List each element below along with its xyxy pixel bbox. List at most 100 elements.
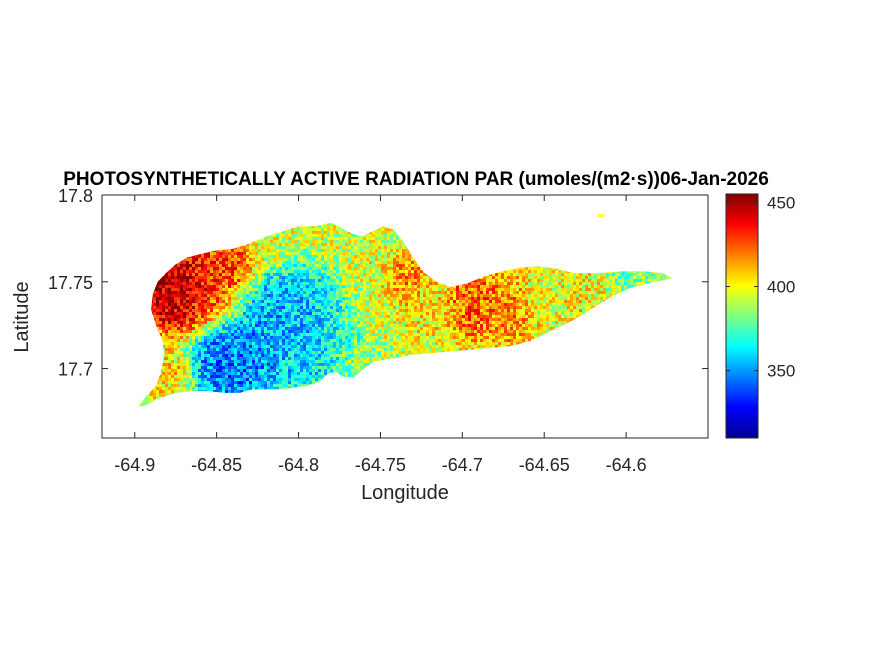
- heatmap-cell: [273, 243, 276, 246]
- heatmap-cell: [621, 273, 624, 276]
- heatmap-cell: [540, 276, 543, 279]
- heatmap-cell: [258, 273, 261, 276]
- heatmap-cell: [528, 270, 531, 273]
- heatmap-cell: [276, 261, 279, 264]
- heatmap-cell: [291, 282, 294, 285]
- heatmap-cell: [297, 252, 300, 255]
- heatmap-cell: [312, 276, 315, 279]
- heatmap-cell: [342, 300, 345, 303]
- heatmap-cell: [297, 228, 300, 231]
- heatmap-cell: [252, 252, 255, 255]
- heatmap-cell: [354, 279, 357, 282]
- heatmap-cell: [657, 273, 660, 276]
- heatmap-cell: [156, 300, 159, 303]
- heatmap-cell: [258, 279, 261, 282]
- heatmap-cell: [393, 255, 396, 258]
- heatmap-cell: [168, 297, 171, 300]
- heatmap-cell: [180, 300, 183, 303]
- heatmap-cell: [570, 276, 573, 279]
- heatmap-cell: [588, 291, 591, 294]
- heatmap-cell: [393, 291, 396, 294]
- heatmap-cell: [402, 243, 405, 246]
- heatmap-cell: [660, 273, 663, 276]
- heatmap-cell: [378, 297, 381, 300]
- heatmap-cell: [372, 300, 375, 303]
- heatmap-cell: [336, 225, 339, 228]
- heatmap-cell: [300, 294, 303, 297]
- heatmap-cell: [339, 249, 342, 252]
- heatmap-cell: [558, 279, 561, 282]
- heatmap-cell: [267, 252, 270, 255]
- heatmap-cell: [243, 264, 246, 267]
- heatmap-cell: [606, 291, 609, 294]
- heatmap-cell: [471, 297, 474, 300]
- heatmap-cell: [171, 282, 174, 285]
- heatmap-cell: [261, 282, 264, 285]
- heatmap-cell: [519, 270, 522, 273]
- heatmap-cell: [423, 300, 426, 303]
- heatmap-cell: [207, 279, 210, 282]
- heatmap-cell: [498, 276, 501, 279]
- heatmap-cell: [348, 240, 351, 243]
- heatmap-cell: [183, 261, 186, 264]
- heatmap-cell: [219, 255, 222, 258]
- heatmap-cell: [480, 291, 483, 294]
- heatmap-cell: [189, 264, 192, 267]
- heatmap-cell: [588, 294, 591, 297]
- heatmap-cell: [270, 264, 273, 267]
- heatmap-cell: [378, 261, 381, 264]
- heatmap-cell: [384, 303, 387, 306]
- heatmap-cell: [333, 264, 336, 267]
- heatmap-cell: [396, 282, 399, 285]
- heatmap-cell: [270, 300, 273, 303]
- heatmap-cell: [282, 252, 285, 255]
- heatmap-cell: [402, 261, 405, 264]
- heatmap-cell: [339, 276, 342, 279]
- heatmap-cell: [162, 306, 165, 309]
- heatmap-cell: [177, 264, 180, 267]
- heatmap-cell: [378, 288, 381, 291]
- heatmap-cell: [666, 276, 669, 279]
- heatmap-cell: [549, 273, 552, 276]
- heatmap-cell: [168, 288, 171, 291]
- heatmap-cell: [342, 297, 345, 300]
- heatmap-cell: [312, 279, 315, 282]
- heatmap-cell: [327, 228, 330, 231]
- heatmap-cell: [366, 294, 369, 297]
- heatmap-cell: [585, 288, 588, 291]
- heatmap-cell: [222, 255, 225, 258]
- heatmap-cell: [642, 270, 645, 273]
- heatmap-cell: [300, 285, 303, 288]
- heatmap-cell: [360, 252, 363, 255]
- heatmap-cell: [477, 294, 480, 297]
- heatmap-cell: [414, 261, 417, 264]
- heatmap-cell: [321, 228, 324, 231]
- heatmap-cell: [258, 240, 261, 243]
- heatmap-cell: [243, 252, 246, 255]
- heatmap-cell: [291, 243, 294, 246]
- heatmap-cell: [591, 294, 594, 297]
- heatmap-cell: [525, 279, 528, 282]
- heatmap-cell: [324, 276, 327, 279]
- heatmap-cell: [258, 270, 261, 273]
- heatmap-cell: [210, 291, 213, 294]
- heatmap-cell: [504, 270, 507, 273]
- heatmap-cell: [330, 237, 333, 240]
- heatmap-cell: [270, 240, 273, 243]
- heatmap-cell: [243, 270, 246, 273]
- heatmap-cell: [660, 276, 663, 279]
- heatmap-cell: [231, 291, 234, 294]
- heatmap-cell: [282, 303, 285, 306]
- heatmap-cell: [534, 270, 537, 273]
- heatmap-cell: [264, 243, 267, 246]
- heatmap-cell: [426, 279, 429, 282]
- heatmap-cell: [360, 300, 363, 303]
- heatmap-cell: [393, 303, 396, 306]
- heatmap-cell: [294, 231, 297, 234]
- heatmap-cell: [213, 273, 216, 276]
- heatmap-cell: [540, 297, 543, 300]
- heatmap-cell: [174, 282, 177, 285]
- heatmap-cell: [618, 273, 621, 276]
- heatmap-cell: [372, 246, 375, 249]
- heatmap-cell: [369, 264, 372, 267]
